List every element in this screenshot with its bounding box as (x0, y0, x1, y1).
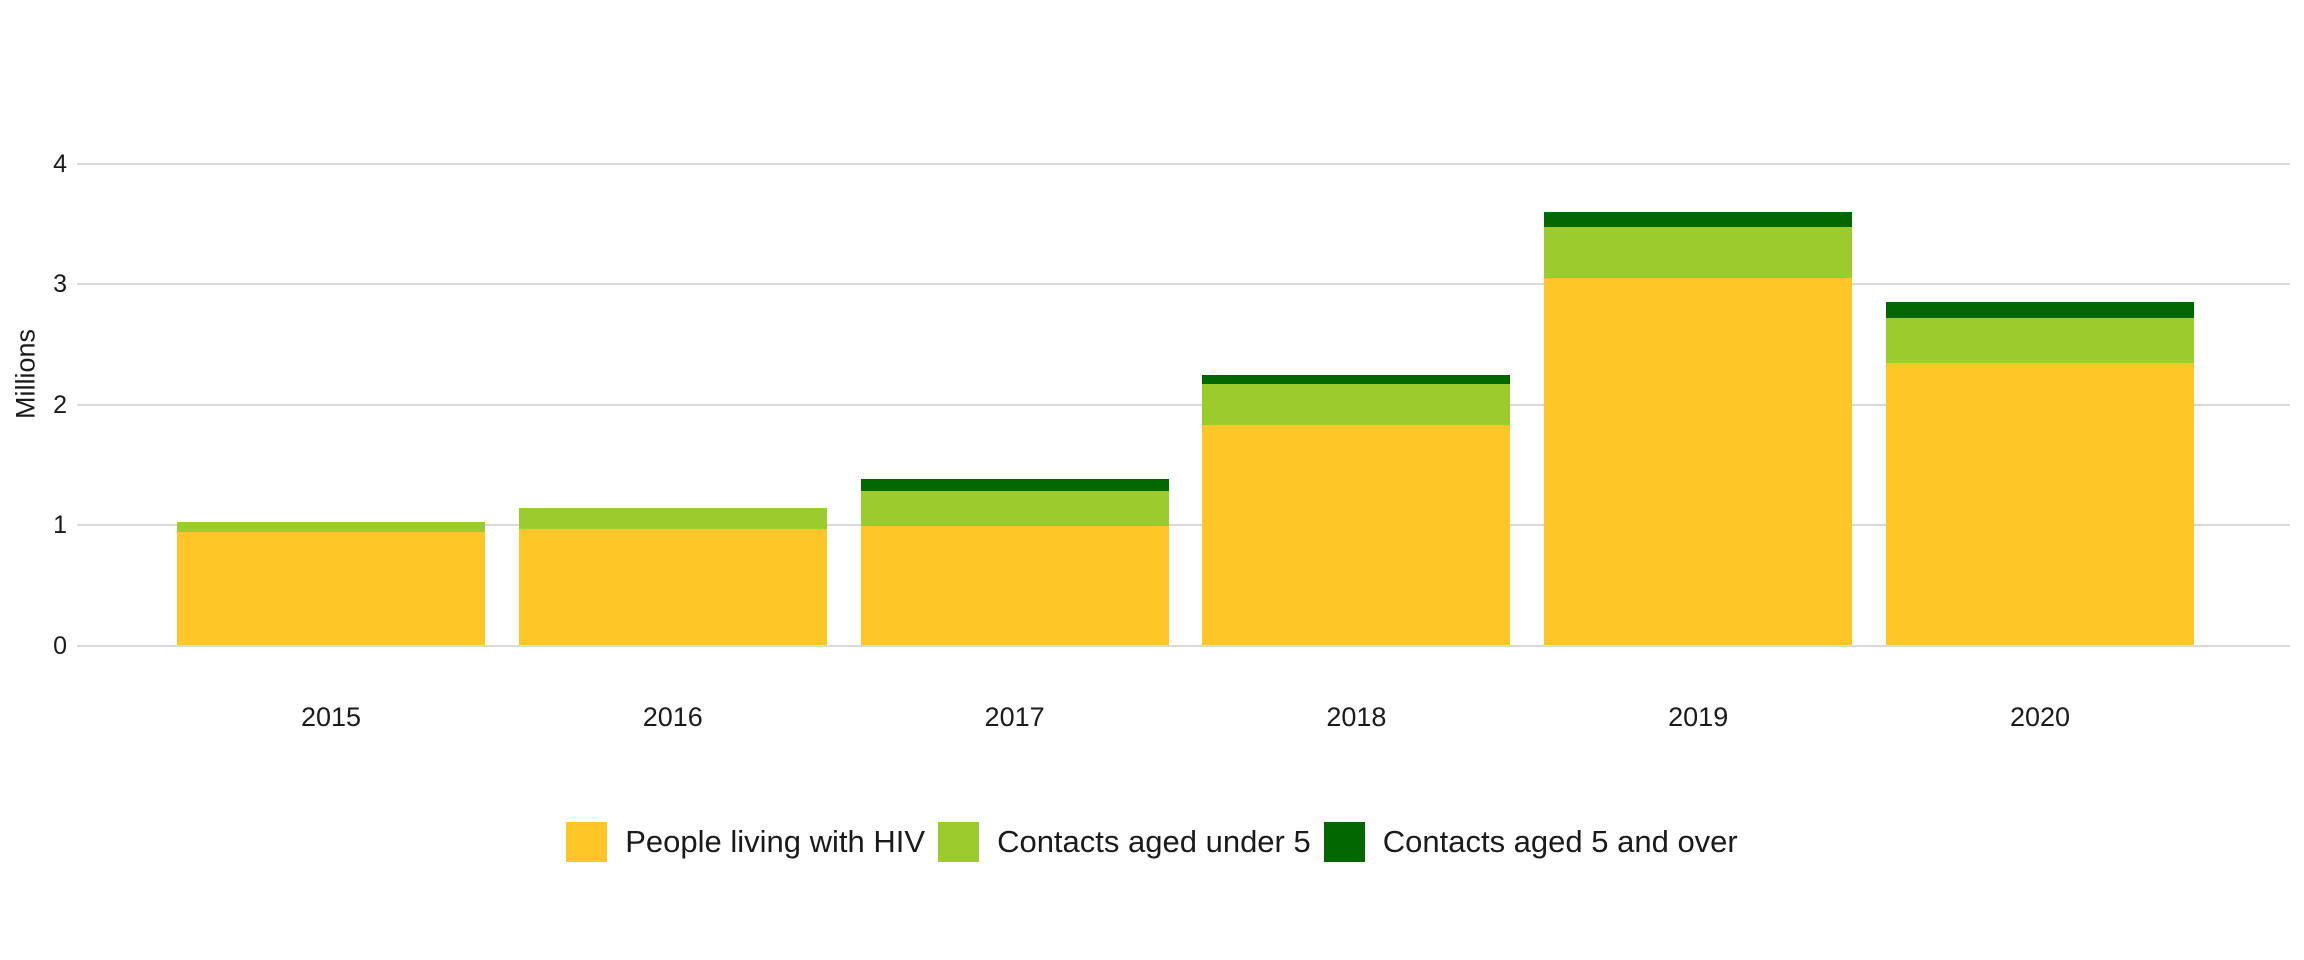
bar-segment-contacts-aged-under-5 (1544, 226, 1853, 279)
legend-label: Contacts aged 5 and over (1382, 824, 1738, 859)
gridline-y-0 (77, 644, 2290, 647)
x-tick-label: 2019 (1668, 702, 1729, 732)
bar-segment-people-living-with-hiv (1202, 425, 1511, 646)
legend-item-people-living-with-hiv[interactable]: People living with HIV (566, 822, 925, 862)
bar-segment-people-living-with-hiv (1544, 278, 1853, 646)
legend-swatch-icon (566, 822, 608, 862)
bar-segment-contacts-aged-5-and-over (860, 479, 1169, 492)
legend-swatch-icon (1323, 822, 1365, 862)
bar-segment-people-living-with-hiv (1886, 362, 2194, 646)
gridline-y-1 (77, 524, 2290, 527)
legend-item-contacts-aged-5-and-over[interactable]: Contacts aged 5 and over (1323, 822, 1738, 862)
bar-segment-contacts-aged-under-5 (1202, 384, 1511, 426)
gridline-y-2 (77, 403, 2290, 406)
bar-segment-contacts-aged-under-5 (518, 508, 827, 529)
bar-segment-contacts-aged-5-and-over (1544, 212, 1853, 227)
bar-segment-contacts-aged-under-5 (860, 491, 1169, 527)
gridline-y-4 (77, 163, 2290, 165)
y-tick-label: 3 (53, 270, 67, 299)
legend-item-contacts-aged-under-5[interactable]: Contacts aged under 5 (938, 822, 1311, 862)
bar-segment-contacts-aged-5-and-over (1886, 302, 2194, 319)
x-tick-label: 2015 (300, 702, 362, 732)
bar-segment-contacts-aged-5-and-over (1202, 374, 1511, 385)
bar-segment-contacts-aged-under-5 (177, 521, 485, 533)
x-tick-label: 2018 (1326, 702, 1387, 732)
legend-label: Contacts aged under 5 (997, 824, 1311, 859)
y-tick-label: 2 (53, 390, 67, 419)
y-tick-label: 1 (53, 511, 67, 540)
legend: People living with HIV Contacts aged unde… (0, 812, 2304, 872)
x-tick-label: 2016 (642, 702, 703, 732)
bar-segment-people-living-with-hiv (860, 526, 1169, 646)
y-tick-label: 0 (53, 631, 67, 660)
bar-segment-people-living-with-hiv (177, 532, 485, 646)
legend-label: People living with HIV (625, 824, 926, 859)
bar-segment-contacts-aged-under-5 (1886, 318, 2194, 363)
bar-segment-people-living-with-hiv (518, 528, 827, 646)
gridline-y-3 (77, 283, 2290, 286)
y-tick-label: 4 (53, 150, 67, 178)
legend-swatch-icon (938, 822, 980, 862)
x-tick-label: 2020 (2009, 702, 2071, 732)
x-tick-label: 2017 (984, 702, 1045, 732)
